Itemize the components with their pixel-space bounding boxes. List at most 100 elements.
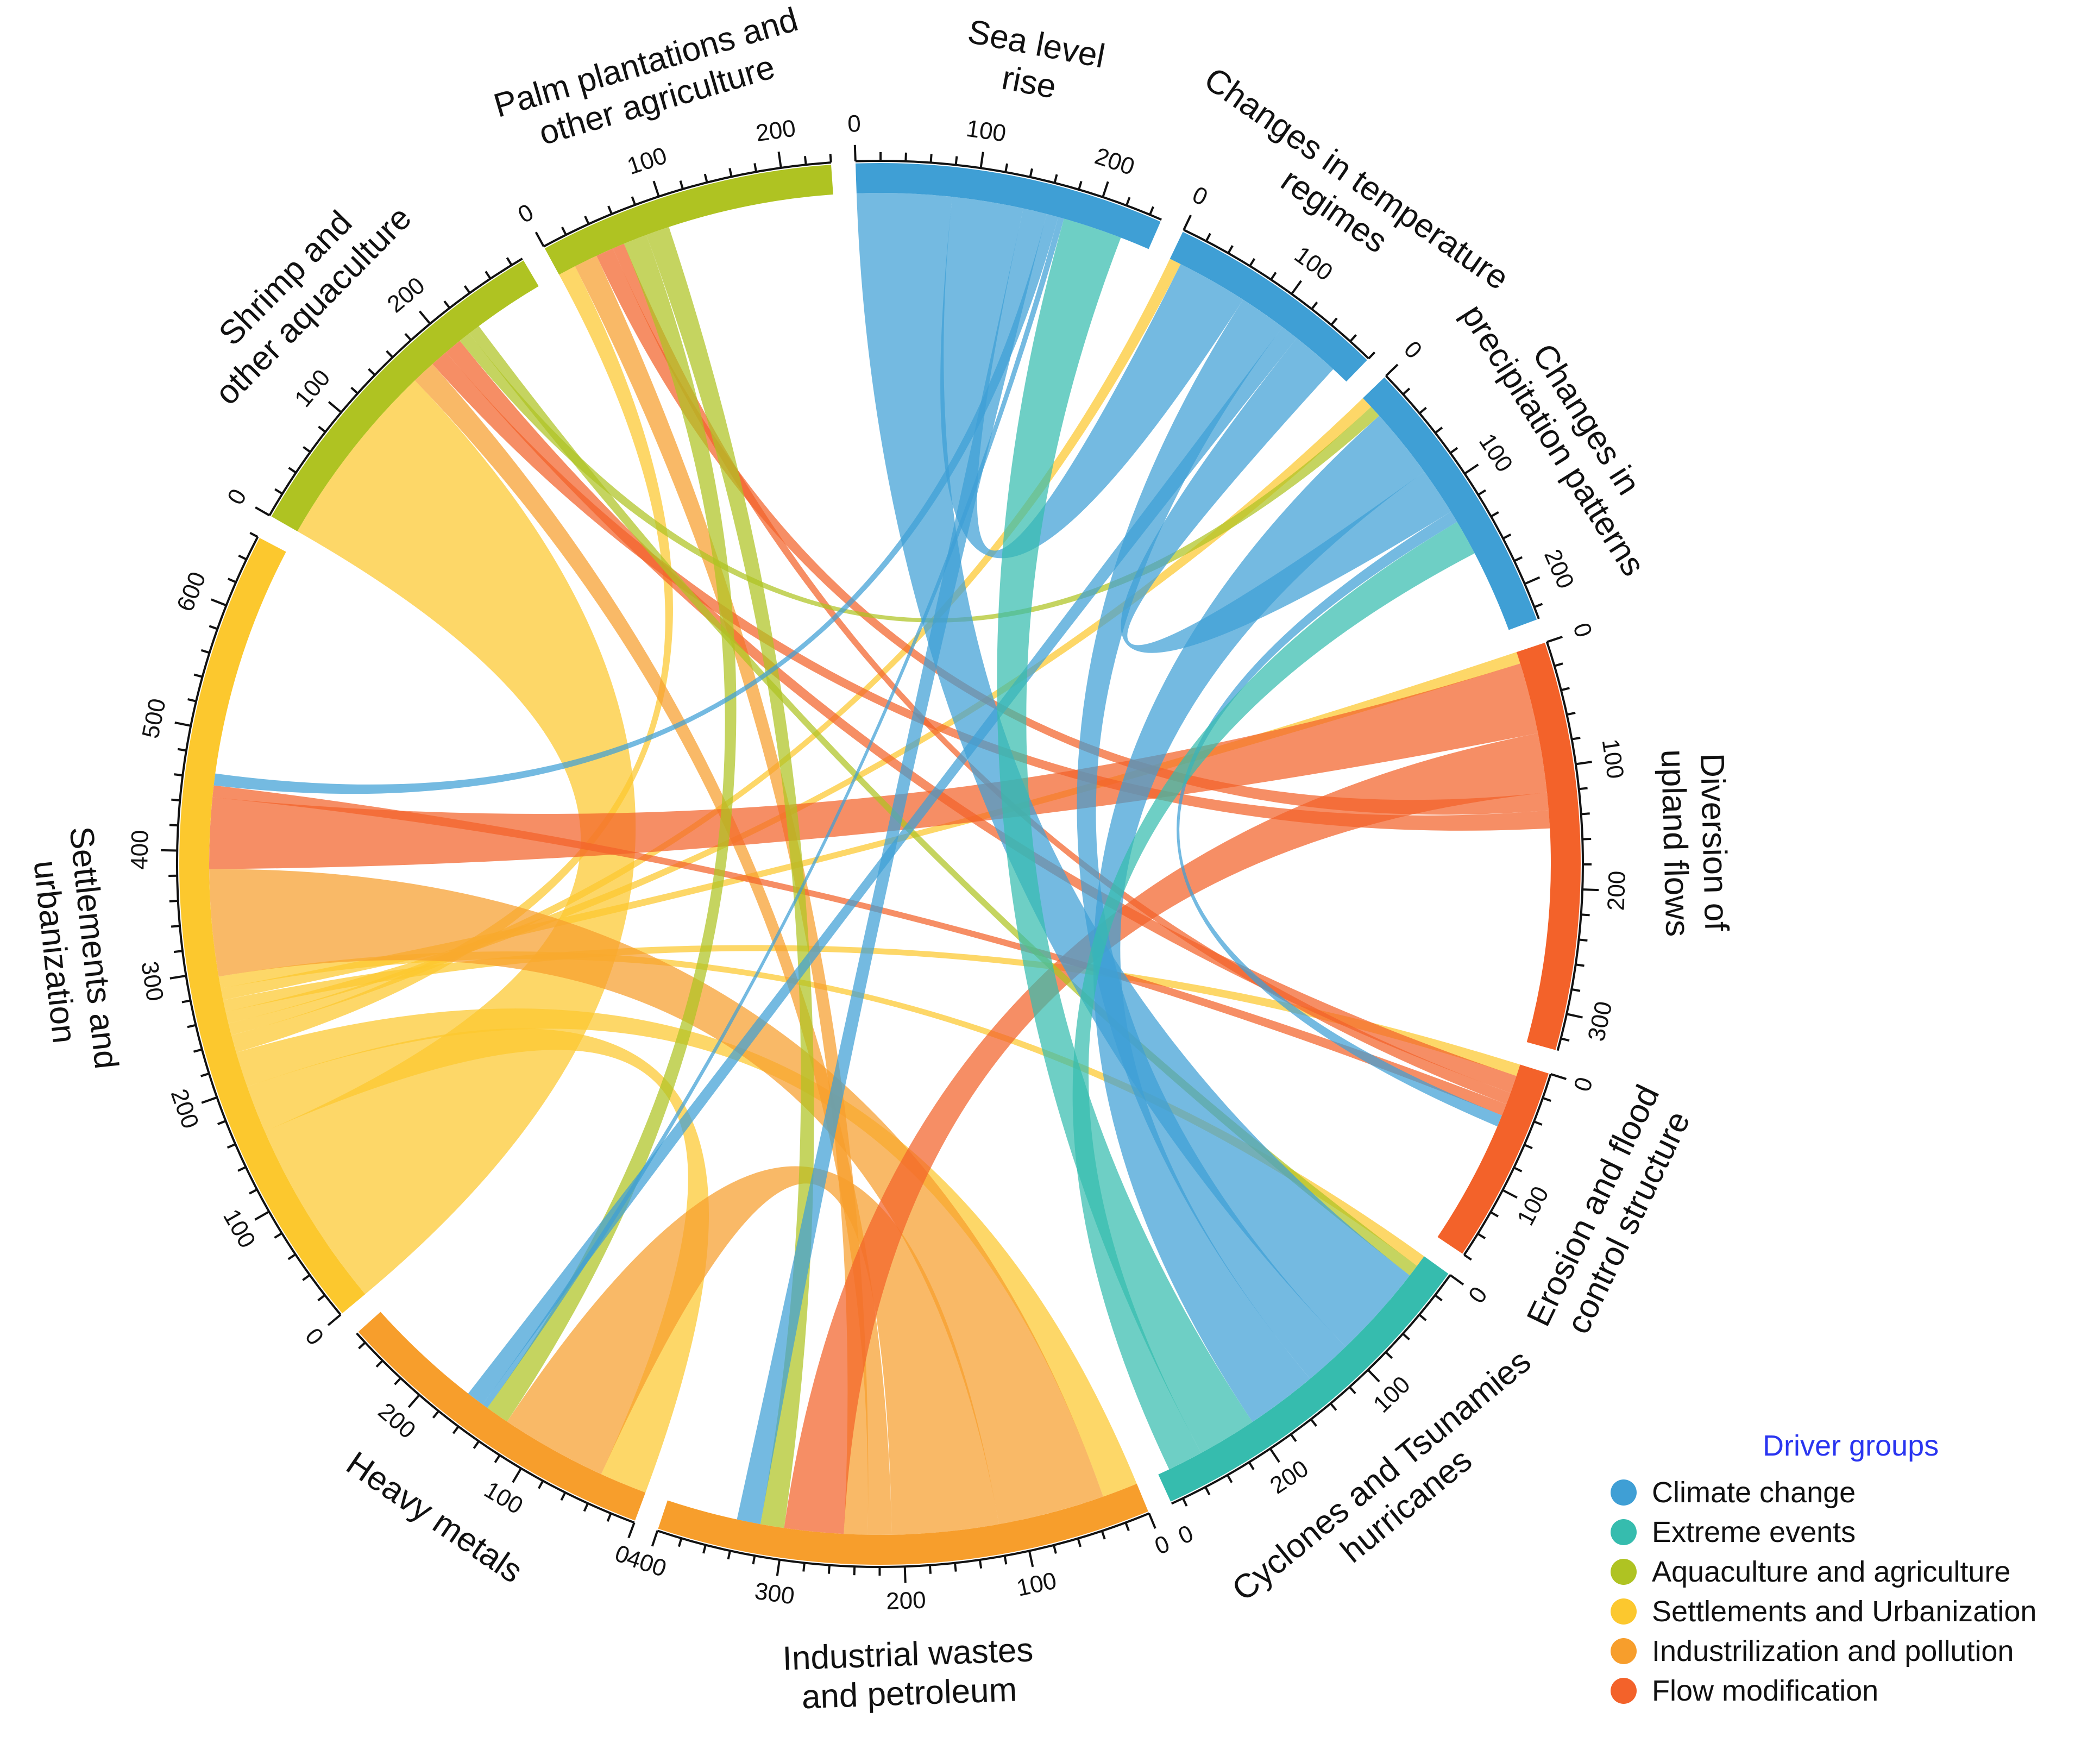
tick-settlements <box>169 974 186 980</box>
tick-industrial <box>1028 1551 1034 1567</box>
tick-settlements <box>181 999 191 1004</box>
tick-erosion <box>1524 1144 1533 1150</box>
tick-sea <box>954 156 958 165</box>
tick-label-metals: 100 <box>480 1476 527 1520</box>
legend: Driver groups Climate change Extreme even… <box>1611 1429 2099 1710</box>
tick-label-temp: 0 <box>1188 181 1211 211</box>
tick-settlements <box>227 578 237 584</box>
tick-industrial <box>903 1566 907 1583</box>
tick-label-settlements: 500 <box>137 697 171 741</box>
link-diversion-palm <box>596 248 1549 815</box>
legend-label: Settlements and Urbanization <box>1652 1595 2037 1628</box>
tick-temp <box>1368 351 1376 360</box>
link-sea-industrial <box>737 208 1047 1525</box>
tick-label-shrimp: 100 <box>290 365 336 412</box>
legend-label: Aquaculture and agriculture <box>1652 1555 2011 1588</box>
tick-label-temp: 100 <box>1290 241 1337 286</box>
link-precip-temp <box>1121 338 1451 653</box>
tick-palm <box>584 215 590 225</box>
tick-label-sea: 0 <box>847 110 861 137</box>
tick-temp <box>1270 272 1277 280</box>
link-diversion-settlements <box>209 663 1538 869</box>
tick-settlements <box>227 1143 236 1149</box>
tick-diversion <box>1567 711 1576 716</box>
tick-precip <box>1435 427 1443 434</box>
segment-label-diversion: Diversion of <box>1693 753 1736 932</box>
tick-label-diversion: 0 <box>1568 619 1597 641</box>
tick-shrimp <box>328 401 342 413</box>
tick-diversion <box>1575 761 1592 766</box>
tick-metals <box>407 1394 420 1408</box>
legend-item-settle: Settlements and Urbanization <box>1611 1591 2099 1631</box>
tick-settlements <box>187 1024 196 1029</box>
tick-metals <box>538 1480 544 1489</box>
tick-label-cyclones: 200 <box>1265 1455 1313 1500</box>
segment-label-industrial: and petroleum <box>801 1671 1018 1716</box>
tick-label-sea: 200 <box>1092 143 1138 181</box>
tick-industrial <box>1101 1531 1106 1540</box>
tick-erosion <box>1533 1120 1543 1126</box>
tick-temp <box>1330 317 1338 326</box>
legend-item-flow: Flow modification <box>1611 1671 2099 1710</box>
legend-label: Climate change <box>1652 1476 1856 1509</box>
tick-precip <box>1502 533 1512 540</box>
tick-settlements <box>174 773 183 777</box>
tick-erosion <box>1490 1211 1499 1218</box>
segment-arc-shrimp <box>271 260 539 531</box>
segment-label-metals: Heavy metals <box>339 1445 529 1591</box>
tick-settlements <box>200 649 210 654</box>
tick-shrimp <box>288 467 297 474</box>
tick-shrimp <box>255 506 271 517</box>
tick-sea <box>1149 206 1154 215</box>
tick-precip <box>1464 463 1479 475</box>
tick-shrimp <box>350 386 359 394</box>
tick-temp <box>1227 245 1234 254</box>
tick-settlements <box>249 1188 258 1195</box>
tick-settlements <box>237 1166 247 1172</box>
legend-item-aqua: Aquaculture and agriculture <box>1611 1552 2099 1591</box>
tick-metals <box>627 1522 636 1539</box>
tick-settlements <box>302 1274 311 1281</box>
tick-diversion <box>1582 888 1599 892</box>
tick-label-settlements: 300 <box>136 960 168 1003</box>
axis-sea <box>855 160 1162 221</box>
tick-cyclones <box>1248 1462 1255 1470</box>
tick-temp <box>1349 334 1357 342</box>
segment-label-diversion: upland flows <box>1654 749 1696 937</box>
tick-sea <box>979 152 984 168</box>
tick-label-settlements: 100 <box>218 1205 261 1252</box>
legend-label: Industrilization and pollution <box>1652 1634 2014 1667</box>
tick-metals <box>606 1513 612 1522</box>
tick-palm <box>607 205 613 215</box>
tick-settlements <box>274 1232 282 1239</box>
segment-label-industrial: Industrial wastes <box>782 1631 1034 1677</box>
tick-metals <box>452 1426 460 1434</box>
tick-settlements <box>177 748 187 752</box>
axis-metals <box>356 1332 635 1524</box>
tick-settlements <box>209 625 218 630</box>
tick-industrial <box>727 1550 731 1560</box>
tick-temp <box>1183 215 1192 230</box>
tick-industrial <box>1148 1513 1156 1529</box>
tick-industrial <box>953 1563 957 1572</box>
tick-label-metals: 200 <box>373 1398 421 1444</box>
tick-industrial <box>776 1559 781 1576</box>
link-industrial-settlements <box>209 869 1103 1525</box>
tick-industrial <box>702 1545 707 1554</box>
legend-swatch <box>1611 1558 1637 1585</box>
tick-shrimp <box>274 488 283 495</box>
legend-item-climate: Climate change <box>1611 1472 2099 1512</box>
tick-erosion <box>1502 1189 1518 1199</box>
tick-settlements <box>193 673 203 678</box>
tick-sea <box>1078 180 1083 190</box>
tick-settlements <box>187 698 197 703</box>
tick-precip <box>1449 447 1458 454</box>
tick-label-cyclones: 0 <box>1174 1520 1198 1550</box>
segment-arcs <box>179 163 1581 1565</box>
link-sea-temp <box>940 197 1243 559</box>
tick-cyclones <box>1290 1433 1297 1442</box>
tick-label-precip: 100 <box>1474 429 1518 476</box>
link-precip-erosion <box>1177 511 1502 1127</box>
tick-label-cyclones: 0 <box>1463 1282 1493 1308</box>
tick-precip <box>1385 363 1399 377</box>
